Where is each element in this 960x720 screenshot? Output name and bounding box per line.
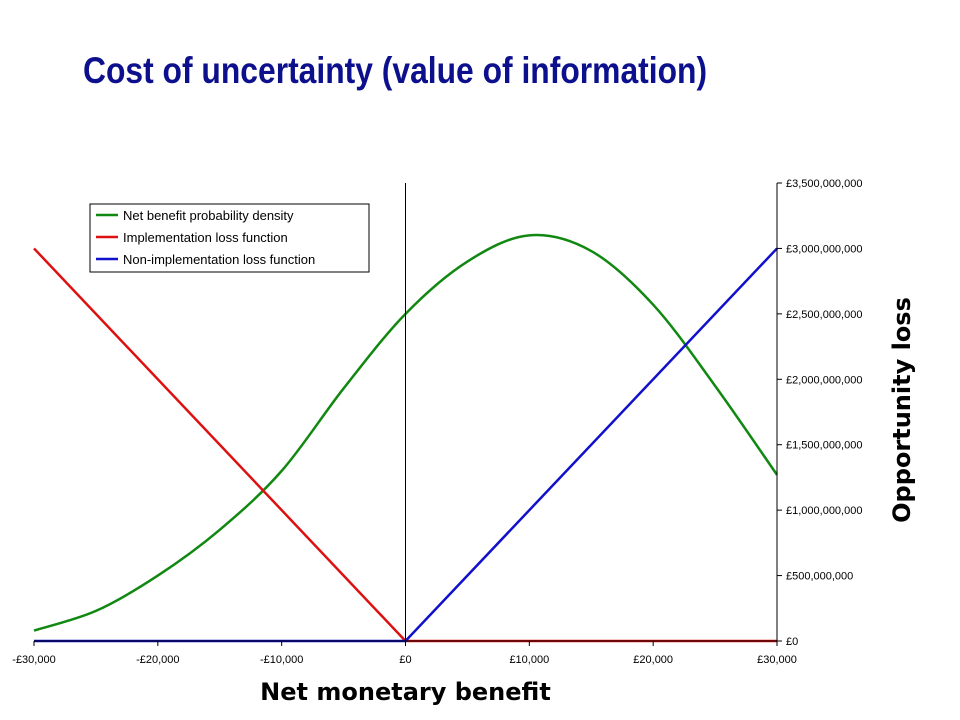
- y-tick-label: £2,000,000,000: [786, 374, 862, 386]
- legend: Net benefit probability density Implement…: [89, 203, 370, 273]
- y-tick-label: £3,500,000,000: [786, 178, 862, 190]
- x-tick-label: £0: [399, 654, 411, 666]
- y-tick-label: £500,000,000: [786, 571, 853, 583]
- y-tick-label: £2,500,000,000: [786, 309, 862, 321]
- legend-label: Implementation loss function: [123, 230, 288, 245]
- chart-title: Cost of uncertainty (value of informatio…: [83, 50, 708, 91]
- y-axis-label: Opportunity loss: [888, 297, 916, 523]
- y-tick-label: £3,000,000,000: [786, 243, 862, 255]
- x-ticks: -£30,000 -£20,000 -£10,000 £0 £10,000 £20,000…: [12, 641, 797, 666]
- x-tick-label: £10,000: [509, 654, 549, 666]
- x-axis-label: Net monetary benefit: [260, 678, 551, 706]
- y-tick-label: £1,000,000,000: [786, 505, 862, 517]
- x-tick-label: -£20,000: [136, 654, 179, 666]
- y-ticks: £0 £500,000,000 £1,000,000,000 £1,500,000,0…: [777, 178, 862, 648]
- legend-label: Non-implementation loss function: [123, 252, 315, 267]
- x-tick-label: £20,000: [633, 654, 673, 666]
- legend-box: [89, 203, 370, 273]
- x-tick-label: £30,000: [757, 654, 797, 666]
- x-tick-label: -£30,000: [12, 654, 55, 666]
- x-tick-label: -£10,000: [260, 654, 303, 666]
- y-tick-label: £0: [786, 636, 798, 648]
- y-tick-label: £1,500,000,000: [786, 440, 862, 452]
- legend-label: Net benefit probability density: [123, 208, 294, 223]
